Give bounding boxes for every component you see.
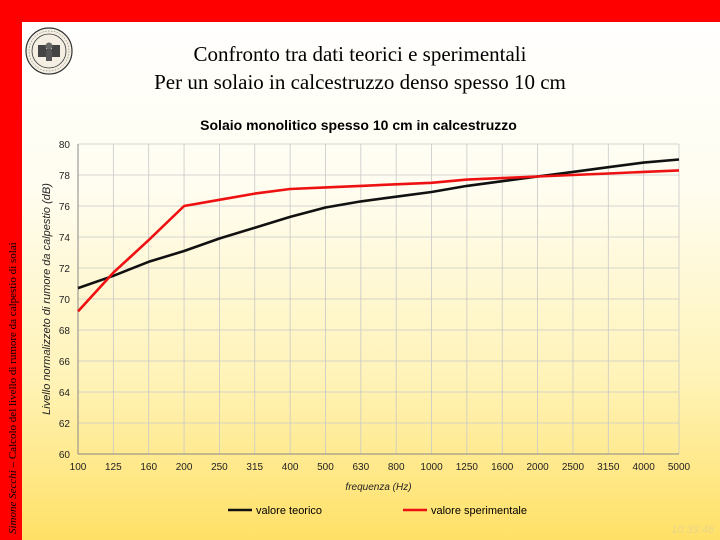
- series-line-1: [77, 158, 680, 290]
- x-tick-label: 160: [140, 462, 157, 473]
- y-tick-label: 64: [59, 388, 71, 399]
- x-tick-label: 800: [388, 462, 405, 473]
- slide-title: Confronto tra dati teorici e sperimental…: [80, 40, 640, 96]
- x-tick-label: 5000: [668, 462, 691, 473]
- x-tick-label: 125: [105, 462, 122, 473]
- x-tick-label: 100: [70, 462, 87, 473]
- side-accent-bar: [0, 0, 22, 540]
- x-tick-label: 200: [176, 462, 193, 473]
- top-accent-bar: [0, 0, 720, 22]
- x-axis-label: frequenza (Hz): [345, 482, 411, 493]
- y-tick-label: 66: [59, 357, 71, 368]
- university-seal-icon: [24, 26, 74, 76]
- y-tick-label: 76: [59, 202, 71, 213]
- y-tick-label: 74: [59, 233, 71, 244]
- timestamp: 10:39:46: [671, 524, 714, 536]
- y-axis-label: Livello normalizzeto di rumore da calpes…: [41, 183, 53, 415]
- x-tick-label: 500: [317, 462, 334, 473]
- y-tick-label: 78: [59, 171, 71, 182]
- x-tick-label: 630: [352, 462, 369, 473]
- y-tick-label: 68: [59, 326, 71, 337]
- side-caption: Simone Secchi – Calcolo del livello di r…: [3, 4, 23, 534]
- x-tick-label: 2000: [526, 462, 549, 473]
- title-line-1: Confronto tra dati teorici e sperimental…: [193, 42, 527, 66]
- x-tick-label: 1250: [456, 462, 479, 473]
- series-line-2: [77, 169, 680, 313]
- x-tick-label: 1000: [420, 462, 443, 473]
- side-topic: – Calcolo del livello di rumore da calpe…: [7, 242, 19, 471]
- x-tick-label: 3150: [597, 462, 620, 473]
- x-tick-label: 4000: [633, 462, 656, 473]
- legend-label-1: valore teorico: [256, 505, 322, 517]
- side-author: Simone Secchi: [7, 470, 19, 534]
- line-chart: 60 62 64 66 68 70 72 74 76 78 80 100 125 160 200 250 315…: [41, 117, 691, 517]
- y-tick-label: 70: [59, 295, 71, 306]
- legend-label-2: valore sperimentale: [431, 505, 527, 517]
- chart-title: Solaio monolitico spesso 10 cm in calces…: [200, 117, 517, 133]
- x-tick-label: 315: [246, 462, 263, 473]
- y-tick-label: 60: [59, 450, 71, 461]
- x-tick-label: 250: [211, 462, 228, 473]
- y-tick-label: 80: [59, 140, 71, 151]
- y-tick-label: 62: [59, 419, 71, 430]
- y-tick-label: 72: [59, 264, 71, 275]
- x-tick-label: 1600: [491, 462, 514, 473]
- title-line-2: Per un solaio in calcestruzzo denso spes…: [154, 70, 566, 94]
- x-tick-label: 2500: [562, 462, 585, 473]
- x-tick-label: 400: [282, 462, 299, 473]
